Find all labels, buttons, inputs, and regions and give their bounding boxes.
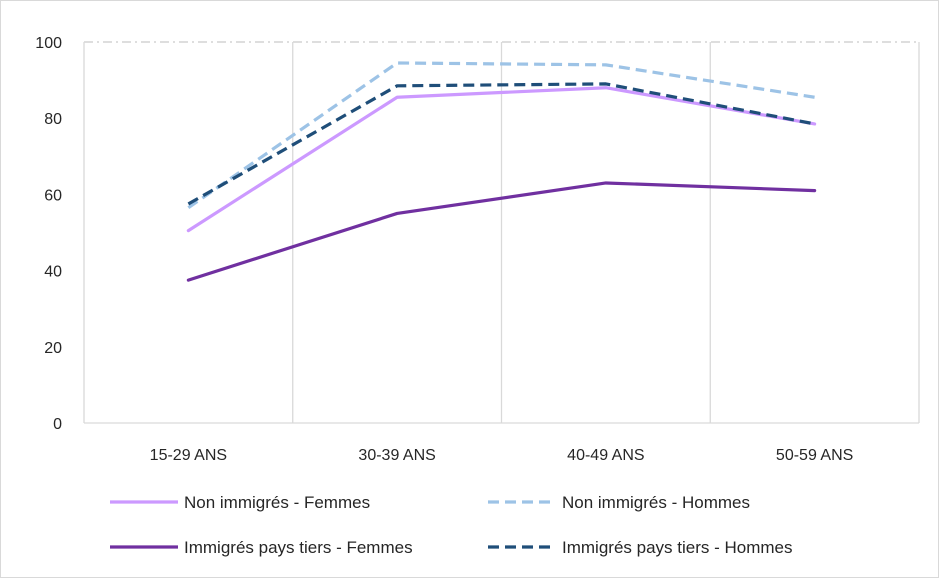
- series-line: [186, 86, 817, 233]
- y-tick-label: 40: [44, 264, 62, 281]
- series-line: [186, 181, 817, 282]
- series-lines: [186, 61, 817, 282]
- legend-label: Immigrés pays tiers - Hommes: [562, 538, 792, 557]
- y-tick-label: 80: [44, 111, 62, 128]
- y-tick-label: 100: [35, 35, 62, 52]
- x-tick-label: 40-49 ANS: [567, 447, 644, 464]
- legend-label: Non immigrés - Femmes: [184, 493, 370, 512]
- grid: [83, 41, 920, 423]
- series-line: [187, 82, 815, 206]
- legend-label: Immigrés pays tiers - Femmes: [184, 538, 413, 557]
- y-tick-label: 60: [44, 187, 62, 204]
- legend-label: Non immigrés - Hommes: [562, 493, 750, 512]
- x-axis: 15-29 ANS 30-39 ANS 40-49 ANS 50-59 ANS: [84, 422, 919, 464]
- series-line: [187, 61, 815, 210]
- x-tick-label: 30-39 ANS: [358, 447, 435, 464]
- x-tick-label: 50-59 ANS: [776, 447, 853, 464]
- legend: Non immigrés - Femmes Non immigrés - Homm…: [110, 493, 792, 557]
- y-axis: 0 20 40 60 80 100: [35, 35, 62, 433]
- y-tick-label: 20: [44, 340, 62, 357]
- x-tick-label: 15-29 ANS: [150, 447, 227, 464]
- y-tick-label: 0: [53, 416, 62, 433]
